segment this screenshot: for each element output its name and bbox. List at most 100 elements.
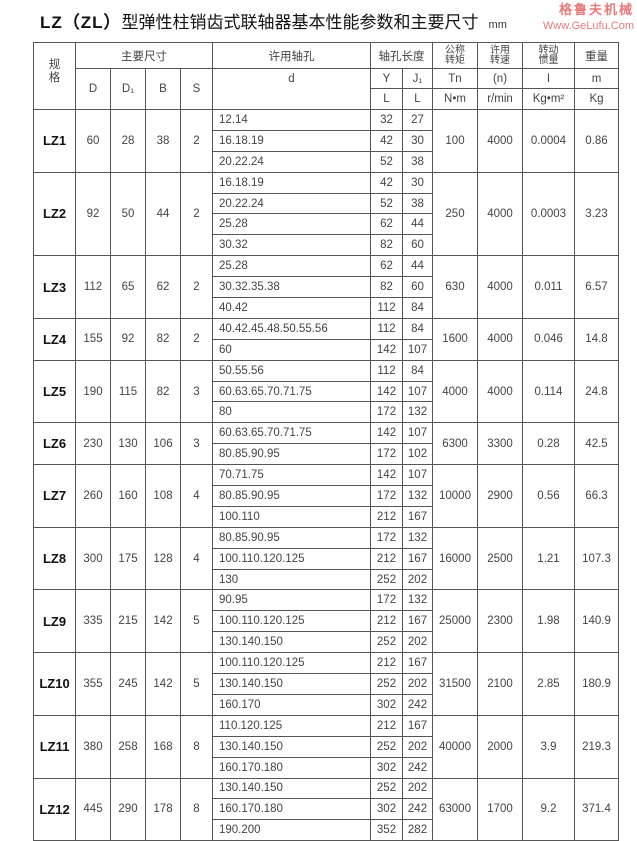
j1-length-cell: 132 (402, 589, 433, 612)
inertia-cell: 0.046 (522, 317, 575, 361)
y-length-cell: 252 (370, 735, 403, 758)
torque-cell: 6300 (432, 422, 478, 466)
bore-cell: 100.110 (212, 505, 371, 528)
d1-cell: 258 (110, 714, 146, 779)
d1-cell: 215 (110, 589, 146, 654)
inertia-cell: 0.56 (522, 464, 575, 528)
b-cell: 142 (145, 589, 181, 654)
bore-cell: 20.22.24 (212, 192, 371, 215)
table-row: LZ7 260 160 108 4 70.71.75 142 107 10000 2900 0.56… (33, 464, 619, 528)
j1-length-cell: 60 (402, 234, 433, 257)
j1-length-cell: 132 (402, 485, 433, 507)
torque-cell: 31500 (432, 652, 478, 716)
header-J1: J₁ (402, 68, 433, 89)
s-cell: 5 (180, 652, 213, 716)
d-cell: 300 (75, 526, 111, 591)
speed-cell: 4000 (477, 359, 523, 424)
bore-cell: 160.170.180 (212, 798, 371, 821)
header-I: I (522, 68, 575, 89)
d1-cell: 245 (110, 652, 146, 716)
weight-cell: 107.3 (574, 526, 619, 591)
header-bore-length: 轴孔长度 (370, 42, 433, 69)
inertia-cell: 0.114 (522, 359, 575, 424)
bore-cell: 160.170.180 (212, 756, 371, 779)
torque-cell: 100 (432, 109, 478, 173)
y-length-cell: 352 (370, 819, 403, 841)
j1-length-cell: 38 (402, 192, 433, 215)
j1-length-cell: 167 (402, 547, 433, 570)
model-cell: LZ6 (33, 422, 76, 466)
bore-cell: 90.95 (212, 589, 371, 612)
table-row: 60.63.65.70.71.75 142 107 (34, 380, 619, 403)
y-length-cell: 252 (370, 673, 403, 695)
speed-cell: 4000 (477, 317, 523, 361)
model-cell: LZ8 (33, 526, 76, 591)
weight-cell: 14.8 (574, 317, 619, 361)
header-bore: 许用轴孔 (212, 42, 371, 69)
inertia-cell: 0.28 (522, 422, 575, 466)
header-n-unit: r/min (477, 88, 523, 110)
title-main: 型弹性柱销齿式联轴器基本性能参数和主要尺寸 (121, 13, 479, 32)
bore-cell: 130 (212, 568, 371, 591)
model-cell: LZ7 (33, 464, 76, 528)
d-cell: 230 (75, 422, 111, 466)
j1-length-cell: 107 (402, 422, 433, 445)
model-cell: LZ2 (33, 171, 76, 257)
table-row: 30.32 82 60 (34, 234, 619, 257)
j1-length-cell: 242 (402, 756, 433, 779)
y-length-cell: 212 (370, 505, 403, 528)
y-length-cell: 212 (370, 652, 403, 675)
y-length-cell: 212 (370, 547, 403, 570)
bore-cell: 80.85.90.95 (212, 485, 371, 507)
bore-cell: 25.28 (212, 255, 371, 278)
b-cell: 178 (145, 777, 181, 841)
bore-cell: 80.85.90.95 (212, 526, 371, 549)
inertia-cell: 0.0003 (522, 171, 575, 257)
y-length-cell: 112 (370, 317, 403, 340)
d-cell: 60 (75, 109, 111, 173)
d-cell: 335 (75, 589, 111, 654)
table-row: LZ9 335 215 142 5 90.95 172 132 25000 2300 1.98 140… (33, 589, 619, 654)
page-title: LZ（ZL）型弹性柱销齿式联轴器基本性能参数和主要尺寸 mm (40, 8, 507, 33)
table-row: LZ3 112 65 62 2 25.28 62 44 630 4000 0.011 6.57 (33, 255, 619, 319)
header-inertia: 转动惯量 (522, 42, 575, 69)
bore-cell: 30.32.35.38 (212, 276, 371, 299)
table-row: 190.200 352 282 (34, 819, 619, 841)
table-row: LZ4 155 92 82 2 40.42.45.48.50.55.56 112 84 1600… (33, 317, 619, 361)
s-cell: 2 (180, 171, 213, 257)
d1-cell: 175 (110, 526, 146, 591)
s-cell: 2 (180, 255, 213, 319)
y-length-cell: 112 (370, 359, 403, 382)
header-Y: Y (370, 68, 403, 89)
d1-cell: 28 (110, 109, 146, 173)
s-cell: 8 (180, 714, 213, 779)
bore-cell: 100.110.120.125 (212, 547, 371, 570)
j1-length-cell: 242 (402, 798, 433, 821)
inertia-cell: 3.9 (522, 714, 575, 779)
table-row: LZ6 230 130 106 3 60.63.65.70.71.75 142 107 6300… (33, 422, 619, 466)
inertia-cell: 0.0004 (522, 109, 575, 173)
j1-length-cell: 202 (402, 568, 433, 591)
table-row: 100.110.120.125 212 167 (34, 547, 619, 570)
j1-length-cell: 202 (402, 631, 433, 654)
y-length-cell: 82 (370, 276, 403, 299)
table-row: LZ2 92 50 44 2 16.18.19 42 30 250 4000 0.0003 3.23 (33, 171, 619, 257)
table-row: 80.85.90.95 172 102 (34, 443, 619, 466)
table-row: 30.32.35.38 82 60 (34, 276, 619, 299)
y-length-cell: 62 (370, 213, 403, 236)
y-length-cell: 252 (370, 631, 403, 654)
s-cell: 2 (180, 109, 213, 173)
weight-cell: 66.3 (574, 464, 619, 528)
title-prefix: LZ（ZL） (40, 13, 122, 32)
inertia-cell: 1.98 (522, 589, 575, 654)
y-length-cell: 302 (370, 756, 403, 779)
torque-cell: 250 (432, 171, 478, 257)
y-length-cell: 32 (370, 109, 403, 131)
table-row: 160.170 302 242 (34, 693, 619, 716)
table-row: LZ5 190 115 82 3 50.55.56 112 84 4000 4000 0.114 24… (33, 359, 619, 424)
j1-length-cell: 167 (402, 505, 433, 528)
header-L-Y: L (370, 88, 403, 110)
header-n: (n) (477, 68, 523, 89)
j1-length-cell: 202 (402, 673, 433, 695)
header-L-J: L (402, 88, 433, 110)
